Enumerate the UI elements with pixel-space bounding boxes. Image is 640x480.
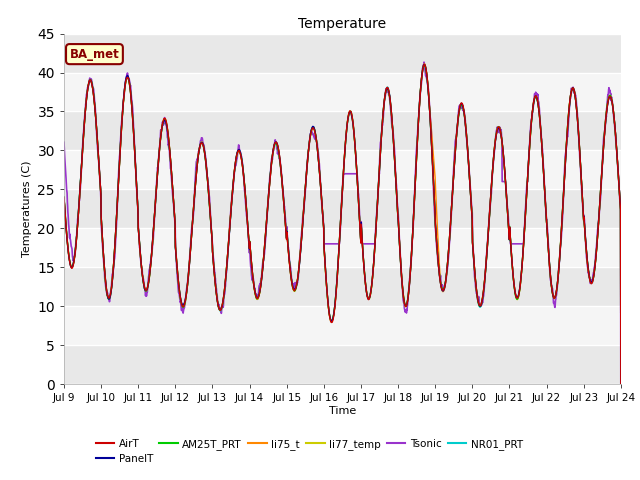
AirT <box>584 259 591 264</box>
AirT <box>617 381 625 387</box>
li77_temp <box>568 87 575 93</box>
NR01_PRT <box>371 248 378 253</box>
Tsonic <box>358 241 366 247</box>
AirT <box>371 249 378 254</box>
li75_t <box>358 240 366 246</box>
Tsonic <box>568 87 575 93</box>
AM25T_PRT <box>617 381 625 387</box>
li75_t <box>568 86 575 92</box>
li75_t <box>371 249 378 254</box>
NR01_PRT <box>420 63 428 69</box>
Tsonic <box>60 139 68 145</box>
Tsonic <box>216 304 223 310</box>
Tsonic <box>617 382 625 388</box>
NR01_PRT <box>60 195 68 201</box>
AirT <box>504 221 512 227</box>
li77_temp <box>584 258 591 264</box>
Line: li75_t: li75_t <box>64 64 621 384</box>
AirT <box>420 62 428 68</box>
li75_t <box>504 221 512 227</box>
Tsonic <box>420 59 428 65</box>
Bar <box>64 150 621 189</box>
Tsonic <box>371 241 378 247</box>
NR01_PRT <box>568 87 575 93</box>
li75_t <box>617 381 625 387</box>
li75_t <box>584 258 591 264</box>
PanelT <box>420 61 428 67</box>
Bar <box>64 111 621 150</box>
Tsonic <box>584 262 591 268</box>
li77_temp <box>358 241 366 247</box>
AirT <box>60 194 68 200</box>
Tsonic <box>504 215 512 221</box>
NR01_PRT <box>216 307 223 312</box>
li77_temp <box>504 221 512 227</box>
AM25T_PRT <box>358 241 366 247</box>
Line: PanelT: PanelT <box>64 64 621 383</box>
Bar <box>64 72 621 111</box>
PanelT <box>60 195 68 201</box>
AirT <box>216 306 223 312</box>
AM25T_PRT <box>371 249 378 255</box>
AM25T_PRT <box>216 307 223 312</box>
AM25T_PRT <box>504 222 512 228</box>
AM25T_PRT <box>568 87 575 93</box>
Bar <box>64 345 621 384</box>
AM25T_PRT <box>584 258 591 264</box>
Bar <box>64 189 621 228</box>
PanelT <box>371 248 378 254</box>
PanelT <box>617 380 625 386</box>
PanelT <box>568 87 575 93</box>
AM25T_PRT <box>60 194 68 200</box>
PanelT <box>584 257 591 263</box>
NR01_PRT <box>617 382 625 387</box>
NR01_PRT <box>584 258 591 264</box>
Bar <box>64 306 621 345</box>
NR01_PRT <box>358 241 366 247</box>
li75_t <box>216 306 223 312</box>
PanelT <box>358 241 366 247</box>
li77_temp <box>216 305 223 311</box>
Line: AM25T_PRT: AM25T_PRT <box>64 65 621 384</box>
Bar <box>64 228 621 267</box>
X-axis label: Time: Time <box>329 406 356 416</box>
AirT <box>358 242 366 248</box>
Bar <box>64 34 621 72</box>
li77_temp <box>617 381 625 387</box>
li77_temp <box>60 195 68 201</box>
Bar <box>64 267 621 306</box>
NR01_PRT <box>504 220 512 226</box>
Line: Tsonic: Tsonic <box>64 62 621 385</box>
Text: BA_met: BA_met <box>70 48 119 60</box>
PanelT <box>216 306 223 312</box>
li75_t <box>420 61 428 67</box>
AirT <box>568 87 575 93</box>
PanelT <box>504 221 512 227</box>
Title: Temperature: Temperature <box>298 17 387 31</box>
li77_temp <box>420 61 428 67</box>
AM25T_PRT <box>420 62 428 68</box>
Y-axis label: Temperatures (C): Temperatures (C) <box>22 160 32 257</box>
Legend: AirT, PanelT, AM25T_PRT, li75_t, li77_temp, Tsonic, NR01_PRT: AirT, PanelT, AM25T_PRT, li75_t, li77_te… <box>92 435 527 468</box>
Line: li77_temp: li77_temp <box>64 64 621 384</box>
Line: NR01_PRT: NR01_PRT <box>64 66 621 384</box>
li77_temp <box>371 249 378 255</box>
li75_t <box>60 195 68 201</box>
Line: AirT: AirT <box>64 65 621 384</box>
